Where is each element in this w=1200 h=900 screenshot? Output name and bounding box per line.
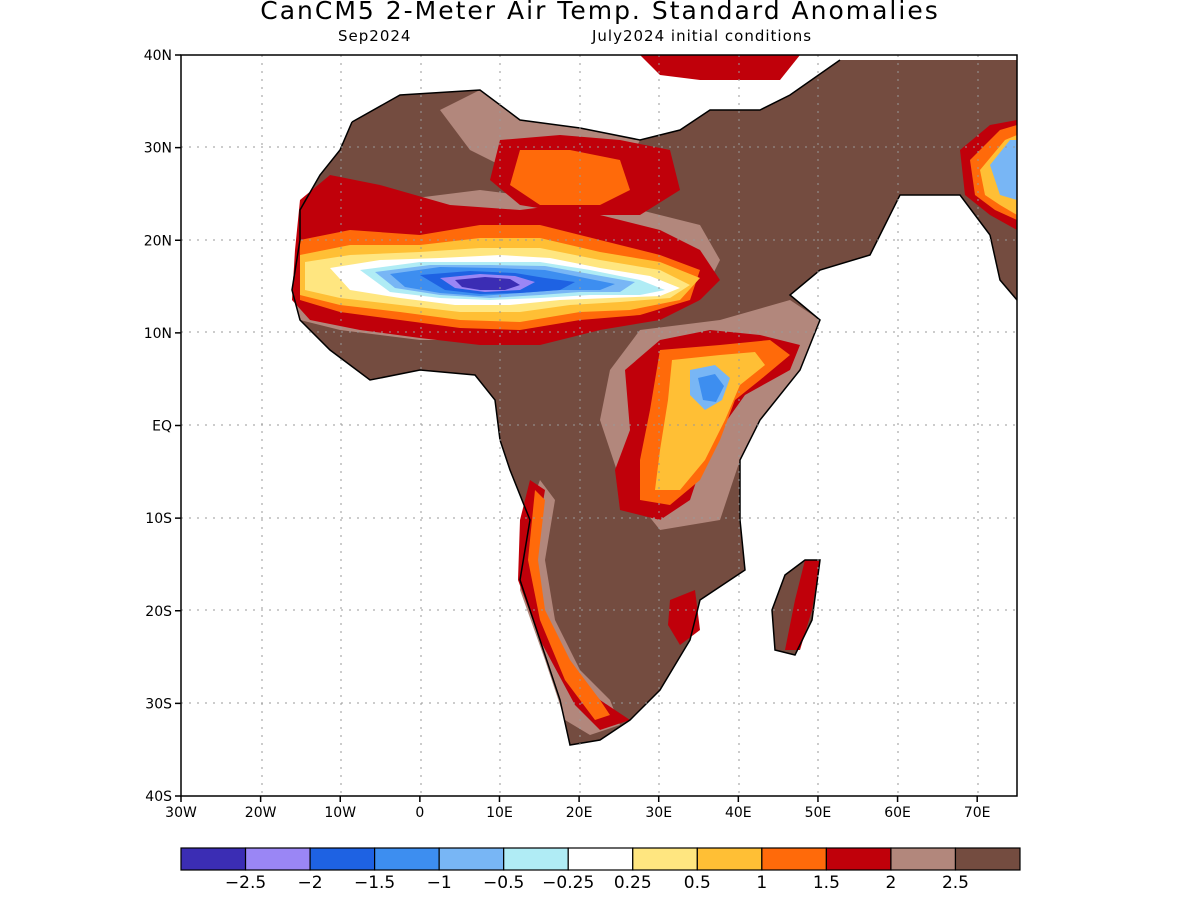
anomaly-band-purple	[455, 277, 520, 290]
gridlines	[181, 55, 1017, 796]
anomaly-band-dark-red-madagascar	[785, 560, 820, 650]
lon-tick-label: 30E	[645, 805, 672, 821]
legend-swatch	[309, 847, 376, 871]
anomaly-band-gold-east	[655, 352, 765, 490]
legend-swatch	[503, 847, 569, 871]
legend-label: −1.5	[354, 873, 395, 893]
lon-tick-label: 30W	[165, 805, 197, 821]
lon-tick-label: 10W	[324, 805, 356, 821]
anomaly-band-light-blue-india	[990, 140, 1017, 200]
valid-month-label: Sep2024	[338, 27, 412, 45]
legend-label: 1	[756, 873, 767, 893]
lat-tick-label: EQ	[152, 419, 172, 435]
lat-tick-label: 30S	[145, 696, 172, 712]
lat-tick-label: 10S	[145, 511, 172, 527]
legend-label: 0.25	[614, 873, 652, 893]
legend-label: −2	[298, 873, 323, 893]
lat-tick-label: 40S	[145, 789, 172, 805]
legend-label: 2	[886, 873, 897, 893]
lat-tick-label: 40N	[144, 48, 172, 64]
anomaly-band-orange-west-coast	[528, 490, 610, 720]
anomaly-band-light-brown-south	[520, 480, 620, 735]
lon-tick-label: 40E	[725, 805, 752, 821]
map-title: CanCM5 2-Meter Air Temp. Standard Anomal…	[260, 0, 940, 25]
legend-label: 2.5	[942, 873, 969, 893]
initial-conditions-label: July2024 initial conditions	[592, 27, 813, 45]
legend-label: −2.5	[225, 873, 266, 893]
legend-swatch	[696, 847, 763, 871]
anomaly-field	[292, 55, 1017, 745]
legend-label: −0.25	[542, 873, 594, 893]
legend-label: −0.5	[483, 873, 524, 893]
lon-tick-label: 50E	[805, 805, 832, 821]
legend-swatch	[954, 847, 1021, 871]
lon-tick-label: 70E	[964, 805, 991, 821]
legend-label: 0.5	[684, 873, 711, 893]
legend-swatch	[890, 847, 957, 871]
lat-tick-label: 30N	[144, 141, 172, 157]
legend-swatch	[180, 847, 247, 871]
color-legend: −2.5 −2 −1.5 −1 −0.5 −0.25 0.25 0.5 1 1.5 2 2.5	[180, 847, 1021, 893]
longitude-axis: 30W 20W 10W 0 10E 20E 30E 40E 50E 60E 70E	[165, 796, 991, 821]
legend-swatch	[761, 847, 827, 871]
legend-label: −1	[427, 873, 452, 893]
legend-swatch	[244, 847, 311, 871]
lon-tick-label: 20E	[566, 805, 593, 821]
lon-tick-label: 20W	[245, 805, 277, 821]
anomaly-band-blue-east	[698, 374, 724, 402]
lon-tick-label: 10E	[486, 805, 513, 821]
latitude-axis: 40N 30N 20N 10N EQ 10S 20S 30S 40S	[144, 48, 181, 805]
lon-tick-label: 0	[415, 805, 424, 821]
lat-tick-label: 10N	[144, 326, 172, 342]
lat-tick-label: 20N	[144, 233, 172, 249]
legend-swatch	[632, 847, 698, 871]
legend-swatch	[567, 847, 634, 871]
lat-tick-label: 20S	[145, 604, 172, 620]
legend-swatch	[825, 847, 892, 871]
legend-label: 1.5	[813, 873, 840, 893]
legend-swatch	[374, 847, 440, 871]
lon-tick-label: 60E	[884, 805, 911, 821]
legend-swatch	[438, 847, 505, 871]
coastlines	[291, 59, 1017, 746]
anomaly-band-dark-red-north-mediterranean	[640, 55, 800, 80]
anomaly-band-orange	[510, 150, 630, 205]
